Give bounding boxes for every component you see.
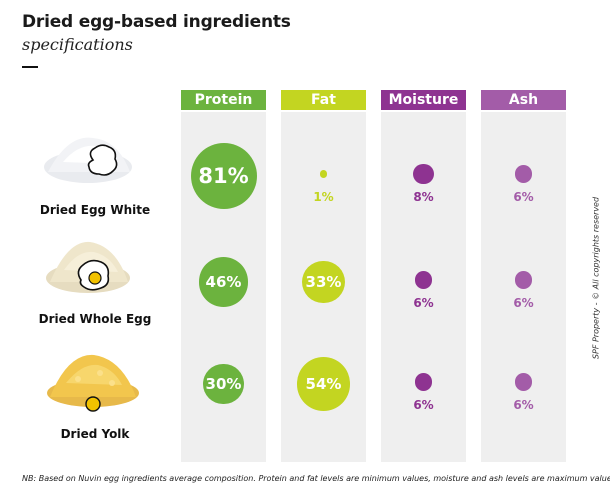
egg-white-powder-illustration <box>44 137 132 183</box>
bubble-dried-yolk-fat: 54% <box>296 357 351 411</box>
value-label-dried-whole-egg-ash: 6% <box>513 296 534 310</box>
column-header-fat: Fat <box>281 90 366 110</box>
bubble-dried-egg-white-ash <box>514 165 533 183</box>
egg-white-outline-icon <box>87 144 118 176</box>
value-label-dried-whole-egg-moisture: 6% <box>413 296 434 310</box>
row-label-dried-egg-white: Dried Egg White <box>39 203 151 217</box>
egg-yolk-icon <box>85 396 101 412</box>
bubble-dried-whole-egg-moisture <box>414 271 433 289</box>
bubble-dried-egg-white-moisture <box>413 163 434 185</box>
bubble-dried-egg-white-protein: 81% <box>190 143 257 209</box>
value-label-dried-yolk-moisture: 6% <box>413 398 434 412</box>
copyright-notice: SPF Property - © All copyrights reserved <box>591 196 601 360</box>
yolk-powder-illustration <box>47 354 139 412</box>
value-label-dried-egg-white-moisture: 8% <box>413 190 434 204</box>
bubble-dried-yolk-moisture <box>414 373 433 391</box>
value-label-dried-egg-white-ash: 6% <box>513 190 534 204</box>
row-label-dried-whole-egg: Dried Whole Egg <box>38 312 152 326</box>
column-header-moisture: Moisture <box>381 90 466 110</box>
bubble-dried-whole-egg-ash <box>514 271 533 289</box>
bubble-dried-yolk-ash <box>514 373 533 391</box>
fried-egg-icon <box>77 259 110 291</box>
value-label-dried-egg-white-fat: 1% <box>313 190 334 204</box>
row-label-dried-yolk: Dried Yolk <box>60 427 130 441</box>
bubble-dried-yolk-protein: 30% <box>203 363 244 405</box>
title-rule <box>22 66 38 68</box>
footnote: NB: Based on Nuvin egg ingredients avera… <box>22 474 610 483</box>
whole-egg-powder-illustration <box>46 241 130 293</box>
column-header-ash: Ash <box>481 90 566 110</box>
column-header-protein: Protein <box>181 90 266 110</box>
bubble-dried-whole-egg-protein: 46% <box>198 257 249 307</box>
bubble-dried-whole-egg-fat: 33% <box>302 260 345 304</box>
value-label-dried-yolk-ash: 6% <box>513 398 534 412</box>
bubble-dried-egg-white-fat <box>319 170 328 178</box>
chart-title: Dried egg-based ingredients <box>22 12 291 32</box>
chart-subtitle: specifications <box>22 35 133 54</box>
